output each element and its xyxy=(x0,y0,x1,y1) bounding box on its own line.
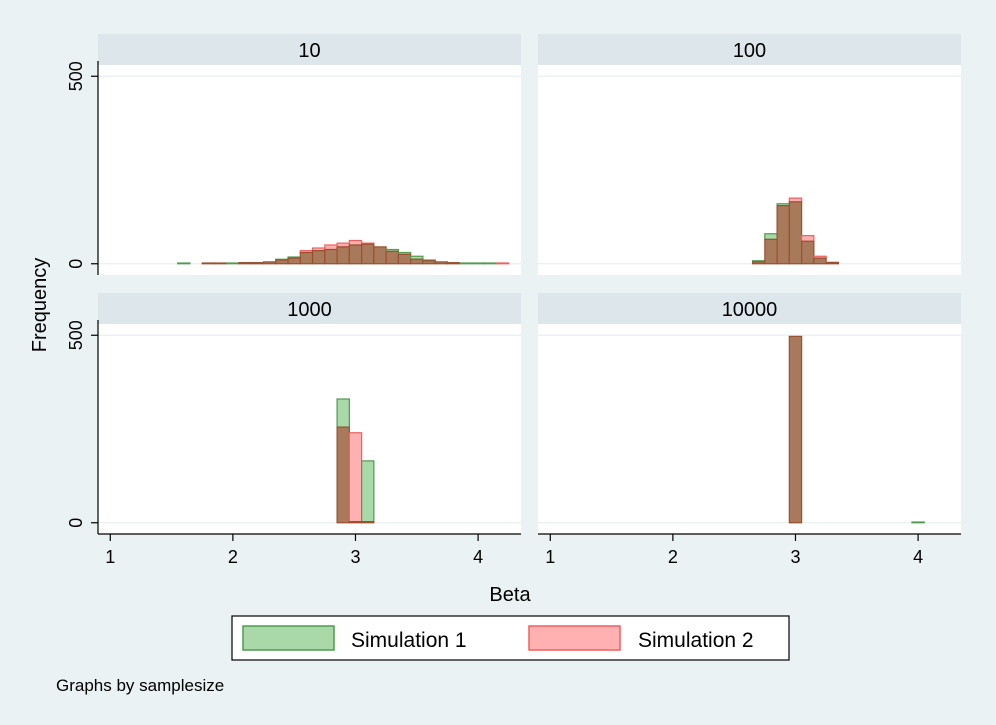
x-tick-label: 2 xyxy=(228,547,238,567)
bar-overlap xyxy=(410,258,424,265)
bar-simulation-2 xyxy=(348,432,363,523)
y-tick-label: 0 xyxy=(66,259,86,269)
y-axes: 0 500 0 500 xyxy=(66,61,99,534)
panel-title-1: 100 xyxy=(733,40,766,62)
bar-simulation-1 xyxy=(459,262,473,265)
bar-overlap xyxy=(397,253,412,265)
panel-header-0 xyxy=(98,34,521,65)
legend: Simulation 1 Simulation 2 xyxy=(231,615,790,661)
bar-overlap xyxy=(385,250,399,265)
panel-area-0: 10 xyxy=(98,34,521,275)
bar-overlap xyxy=(213,262,228,265)
bar-simulation-1 xyxy=(226,262,240,265)
panel-bars-0 xyxy=(98,75,521,265)
x-tick-label: 2 xyxy=(668,547,678,567)
bar-overlap xyxy=(299,251,314,265)
panel-title-0: 10 xyxy=(298,40,320,62)
bar-simulation-2 xyxy=(801,235,815,242)
bar-simulation-1 xyxy=(361,460,375,523)
bar-overlap xyxy=(201,262,216,265)
panel-area-1: 100 xyxy=(538,34,961,275)
panel-plot-3 xyxy=(538,324,961,534)
x-tick-label: 1 xyxy=(105,547,115,567)
graphs-note: Graphs by samplesize xyxy=(56,676,224,695)
bar-overlap xyxy=(776,205,790,265)
bar-overlap xyxy=(238,262,252,265)
x-tick-label: 4 xyxy=(473,547,483,567)
panel-plot-0 xyxy=(98,65,521,275)
bar-overlap xyxy=(250,262,265,265)
bar-overlap xyxy=(825,262,839,265)
bar-overlap xyxy=(336,426,350,524)
y-tick-label: 0 xyxy=(66,518,86,528)
panel-bars-3 xyxy=(538,334,961,524)
y-tick-label: 500 xyxy=(66,61,86,91)
bar-simulation-1 xyxy=(483,262,498,265)
bar-overlap xyxy=(361,521,375,524)
bar-simulation-1 xyxy=(336,398,350,428)
panel-bars-2 xyxy=(98,334,521,524)
bar-overlap xyxy=(324,248,338,265)
bar-overlap xyxy=(361,243,375,265)
legend-swatch-simulation-1 xyxy=(242,625,335,651)
bar-overlap xyxy=(422,260,436,265)
bar-overlap xyxy=(801,240,815,265)
legend-swatch-simulation-2 xyxy=(528,625,621,651)
bar-overlap xyxy=(275,259,289,265)
y-tick-label: 500 xyxy=(66,320,86,350)
x-tick-label: 1 xyxy=(545,547,555,567)
x-tick-label: 4 xyxy=(913,547,923,567)
legend-box xyxy=(231,615,790,661)
legend-label-simulation-1: Simulation 1 xyxy=(351,629,467,652)
panel-plot-2 xyxy=(98,324,521,534)
bar-simulation-1 xyxy=(177,262,191,265)
bar-overlap xyxy=(348,244,363,265)
panel-header-3 xyxy=(538,293,961,324)
bar-overlap xyxy=(336,246,350,265)
bar-overlap xyxy=(788,335,803,524)
bar-overlap xyxy=(788,201,803,265)
bar-overlap xyxy=(446,262,461,265)
bar-overlap xyxy=(764,238,778,265)
y-axis-title: Frequency xyxy=(29,258,51,353)
panel-area-2: 1000 xyxy=(98,293,521,534)
bar-overlap xyxy=(434,261,449,265)
bar-simulation-1 xyxy=(764,233,778,240)
x-tick-label: 3 xyxy=(350,547,360,567)
legend-label-simulation-2: Simulation 2 xyxy=(638,629,754,652)
bar-overlap xyxy=(287,257,301,265)
x-tick-label: 3 xyxy=(790,547,800,567)
panel-bars-1 xyxy=(538,75,961,265)
bar-simulation-2 xyxy=(324,244,338,251)
bar-simulation-1 xyxy=(911,521,925,524)
panel-header-2 xyxy=(98,293,521,324)
bar-overlap xyxy=(262,261,277,265)
bar-overlap xyxy=(373,246,387,265)
panel-area-3: 10000 xyxy=(538,293,961,534)
bar-simulation-2 xyxy=(495,262,510,265)
bar-simulation-1 xyxy=(471,262,485,265)
panel-title-2: 1000 xyxy=(287,299,332,321)
x-axes: 1 2 3 4 1 2 3 4 xyxy=(98,533,961,567)
x-axis-title: Beta xyxy=(489,584,531,606)
bar-overlap xyxy=(751,261,766,265)
bar-overlap xyxy=(348,521,363,524)
panel-title-3: 10000 xyxy=(722,299,778,321)
panel-header-1 xyxy=(538,34,961,65)
bar-simulation-2 xyxy=(348,239,363,246)
bar-overlap xyxy=(311,250,326,265)
panel-plot-1 xyxy=(538,65,961,275)
bar-overlap xyxy=(813,257,827,265)
